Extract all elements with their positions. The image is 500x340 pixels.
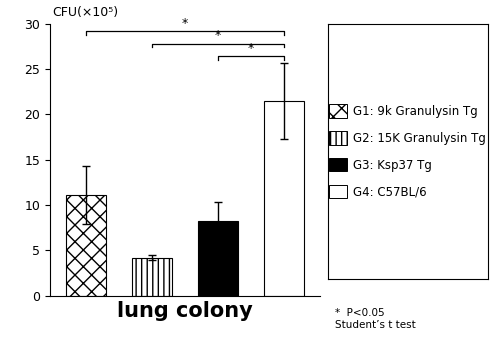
X-axis label: lung colony: lung colony (117, 301, 253, 321)
Bar (264, 101, 304, 296)
Text: *: * (248, 42, 254, 55)
Text: *: * (182, 17, 188, 30)
Text: *: * (215, 29, 221, 42)
Bar (198, 221, 237, 296)
Text: *  P<0.05
Student’s t test: * P<0.05 Student’s t test (335, 308, 416, 330)
Legend: G1: 9k Granulysin Tg, G2: 15K Granulysin Tg, G3: Ksp37 Tg, G4: C57BL/6: G1: 9k Granulysin Tg, G2: 15K Granulysin… (326, 101, 490, 202)
Text: CFU(×10⁵): CFU(×10⁵) (52, 6, 118, 19)
Bar (66, 195, 106, 296)
Bar (132, 258, 172, 296)
